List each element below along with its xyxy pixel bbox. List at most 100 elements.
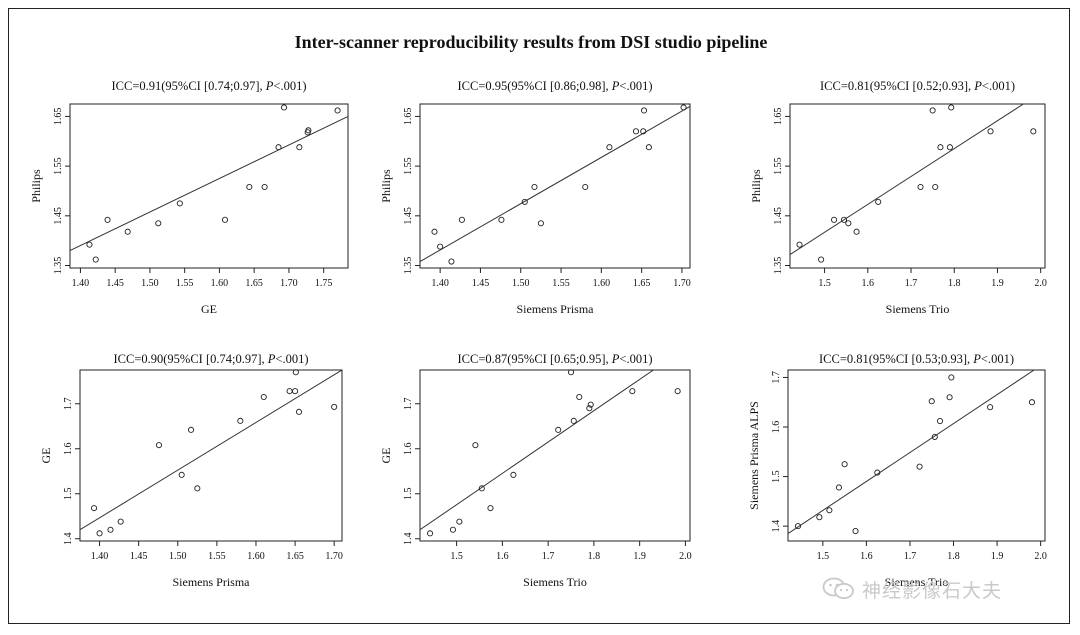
data-point [818, 256, 825, 263]
chart-title: ICC=0.81(95%CI [0.53;0.93], P<.001) [819, 352, 1014, 366]
y-tick-label: 1.35 [773, 257, 784, 275]
y-axis-label: GE [379, 448, 393, 464]
data-point [221, 216, 229, 223]
data-point [632, 128, 640, 135]
x-tick-label: 1.50 [169, 551, 187, 562]
data-point [292, 388, 299, 395]
y-tick-label: 1.45 [53, 207, 64, 225]
data-point [831, 216, 838, 223]
data-point [826, 507, 833, 514]
data-point [260, 393, 267, 401]
data-point [531, 183, 538, 191]
data-point [537, 220, 544, 227]
data-point [874, 469, 881, 476]
x-tick-label: 1.8 [948, 278, 961, 289]
y-tick-label: 1.5 [771, 470, 782, 483]
data-point [458, 216, 465, 223]
y-axis-label: Siemens Prisma ALPS [747, 401, 761, 510]
x-tick-label: 1.70 [325, 551, 343, 562]
data-point [587, 401, 594, 408]
chart-panel-6: ICC=0.81(95%CI [0.53;0.93], P<.001) 1.5 1.… [747, 352, 1047, 589]
data-point [917, 183, 924, 191]
regression-line [788, 370, 1035, 534]
data-point [104, 216, 111, 223]
y-tick-label: 1.6 [403, 443, 414, 456]
data-point [449, 526, 456, 533]
data-point [124, 228, 131, 235]
y-axis-label: Philips [749, 169, 763, 203]
chart-panel-4: ICC=0.90(95%CI [0.74;0.97], P<.001) 1.40 1… [39, 352, 343, 589]
data-point [567, 369, 575, 376]
x-tick-label: 2.0 [679, 551, 692, 562]
x-tick-label: 1.45 [130, 551, 148, 562]
plot-area [419, 369, 691, 542]
y-tick-label: 1.4 [771, 520, 782, 533]
data-point [794, 523, 802, 530]
x-tick-label: 1.70 [673, 278, 691, 289]
data-point [576, 393, 583, 401]
y-tick-label: 1.65 [773, 108, 784, 126]
data-point [931, 433, 938, 440]
regression-line [420, 370, 654, 531]
data-point [946, 144, 953, 151]
data-point [510, 471, 517, 478]
x-tick-label: 1.75 [315, 278, 333, 289]
data-point [987, 404, 994, 411]
data-point [641, 107, 648, 114]
data-point [586, 405, 593, 412]
data-point [853, 228, 860, 235]
x-tick-label: 1.50 [512, 278, 530, 289]
data-point [334, 107, 341, 114]
data-point [331, 403, 338, 410]
data-point [456, 518, 463, 525]
y-tick-label: 1.7 [771, 371, 782, 384]
y-tick-label: 1.6 [63, 443, 74, 456]
data-point [261, 183, 268, 191]
watermark-text: 神经影像石大夫 [862, 579, 1003, 602]
y-tick-label: 1.55 [773, 157, 784, 175]
x-tick-label: 1.7 [905, 278, 918, 289]
data-point [498, 216, 505, 223]
data-point [928, 398, 935, 405]
y-tick-label: 1.6 [771, 421, 782, 434]
data-point [640, 128, 647, 135]
chart-title: ICC=0.95(95%CI [0.86;0.98], P<.001) [458, 79, 653, 93]
plot-area [789, 103, 1046, 269]
data-point [845, 220, 852, 227]
data-point [176, 200, 183, 207]
data-point [521, 198, 528, 205]
x-tick-label: 1.9 [991, 278, 1004, 289]
data-point [437, 243, 444, 250]
data-point [645, 144, 652, 151]
regression-line [80, 370, 342, 531]
data-point [852, 528, 859, 535]
data-point [237, 417, 244, 424]
data-point [178, 471, 185, 478]
data-point [629, 388, 636, 395]
y-tick-label: 1.5 [403, 488, 414, 501]
x-tick-label: 1.40 [431, 278, 449, 289]
chart-panel-3: ICC=0.81(95%CI [0.52;0.93], P<.001) 1.5 1.… [749, 79, 1047, 316]
data-point [680, 104, 687, 111]
data-point [1028, 399, 1035, 406]
data-point [194, 485, 201, 492]
x-axis-label: Siemens Prisma [173, 575, 251, 589]
data-point [188, 426, 195, 433]
y-tick-label: 1.35 [53, 257, 64, 275]
chart-title: ICC=0.90(95%CI [0.74;0.97], P<.001) [114, 352, 309, 366]
y-tick-label: 1.5 [63, 488, 74, 501]
data-point [1030, 128, 1037, 135]
wechat-logo-icon [822, 577, 854, 600]
chart-title: ICC=0.91(95%CI [0.74;0.97], P<.001) [112, 79, 307, 93]
x-tick-label: 1.55 [176, 278, 194, 289]
data-point [246, 183, 253, 191]
data-point [431, 228, 438, 235]
plot-area [787, 369, 1046, 542]
x-tick-label: 1.6 [496, 551, 509, 562]
x-tick-label: 2.0 [1034, 278, 1047, 289]
data-point [948, 104, 955, 111]
data-point [296, 144, 303, 151]
regression-line [70, 115, 348, 252]
x-tick-label: 1.65 [286, 551, 304, 562]
chart-panel-2: ICC=0.95(95%CI [0.86;0.98], P<.001) 1.40 1… [379, 79, 691, 316]
